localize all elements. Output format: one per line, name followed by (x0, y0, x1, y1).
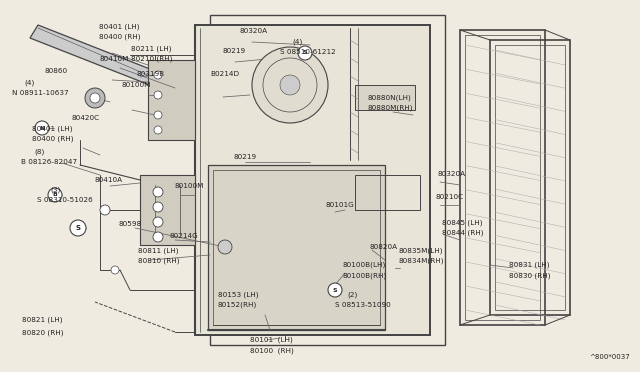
Polygon shape (195, 25, 430, 335)
Text: 80834M(RH): 80834M(RH) (398, 258, 444, 264)
Text: B0214D: B0214D (210, 71, 239, 77)
Polygon shape (30, 25, 183, 95)
Text: 80100M: 80100M (174, 183, 204, 189)
Text: 80835M(LH): 80835M(LH) (398, 248, 443, 254)
Text: 80410A: 80410A (95, 177, 123, 183)
Text: 80880N(LH): 80880N(LH) (368, 94, 412, 101)
Text: 80319B: 80319B (136, 71, 164, 77)
Text: (4): (4) (24, 80, 35, 86)
Circle shape (298, 46, 312, 60)
Text: B: B (52, 192, 58, 198)
Circle shape (35, 121, 49, 135)
Text: S 08310-51026: S 08310-51026 (37, 197, 93, 203)
Circle shape (153, 187, 163, 197)
Text: 80811 (LH): 80811 (LH) (138, 247, 178, 254)
Circle shape (154, 91, 162, 99)
Text: 80860: 80860 (45, 68, 68, 74)
Text: 80101G: 80101G (325, 202, 354, 208)
Text: 80845 (LH): 80845 (LH) (442, 219, 482, 226)
Circle shape (252, 47, 328, 123)
Text: 80598: 80598 (118, 221, 141, 227)
Polygon shape (208, 165, 385, 330)
Text: (2): (2) (348, 292, 358, 298)
Text: S 08510-61212: S 08510-61212 (280, 49, 335, 55)
Circle shape (100, 205, 110, 215)
Circle shape (111, 266, 119, 274)
Text: 80410M: 80410M (99, 56, 129, 62)
Text: 80100M: 80100M (122, 82, 151, 88)
Polygon shape (140, 175, 195, 245)
Text: B 08126-82047: B 08126-82047 (21, 159, 77, 165)
Text: 80210 (RH): 80210 (RH) (131, 55, 173, 62)
Text: 80219: 80219 (223, 48, 246, 54)
Text: 80844 (RH): 80844 (RH) (442, 229, 483, 236)
Circle shape (153, 202, 163, 212)
Text: 80831 (LH): 80831 (LH) (509, 262, 549, 269)
Circle shape (280, 75, 300, 95)
Text: 80401 (LH): 80401 (LH) (32, 125, 72, 132)
Circle shape (153, 232, 163, 242)
Text: S: S (333, 288, 337, 292)
Text: 80820 (RH): 80820 (RH) (22, 330, 64, 336)
Circle shape (218, 240, 232, 254)
Text: 80100B(RH): 80100B(RH) (342, 272, 387, 279)
Text: 80401 (LH): 80401 (LH) (99, 24, 140, 31)
Circle shape (85, 88, 105, 108)
Polygon shape (148, 60, 195, 140)
Text: (8): (8) (34, 148, 44, 155)
Text: 80214G: 80214G (170, 233, 198, 239)
Text: 80219: 80219 (234, 154, 257, 160)
Text: ^800*0037: ^800*0037 (589, 354, 630, 360)
Text: N: N (39, 125, 45, 131)
Text: 80830 (RH): 80830 (RH) (509, 272, 550, 279)
Circle shape (328, 283, 342, 297)
Text: 80821 (LH): 80821 (LH) (22, 317, 63, 323)
Polygon shape (355, 85, 415, 110)
Text: 80100  (RH): 80100 (RH) (250, 347, 293, 354)
Text: S: S (303, 51, 307, 55)
Circle shape (154, 111, 162, 119)
Text: 80820A: 80820A (370, 244, 398, 250)
Text: 80101  (LH): 80101 (LH) (250, 336, 292, 343)
Text: 80880M(RH): 80880M(RH) (368, 105, 413, 111)
Text: 80320A: 80320A (240, 28, 268, 34)
Text: 80320A: 80320A (437, 171, 465, 177)
Circle shape (154, 126, 162, 134)
Text: 80100B(LH): 80100B(LH) (342, 262, 386, 269)
Text: S: S (76, 225, 81, 231)
Circle shape (153, 217, 163, 227)
Text: 80420C: 80420C (72, 115, 100, 121)
Text: (3): (3) (50, 186, 60, 193)
Text: 80400 (RH): 80400 (RH) (99, 34, 141, 41)
Text: N 08911-10637: N 08911-10637 (12, 90, 68, 96)
Text: 80400 (RH): 80400 (RH) (32, 135, 74, 142)
Text: 80153 (LH): 80153 (LH) (218, 292, 258, 298)
Circle shape (70, 220, 86, 236)
Circle shape (154, 71, 162, 79)
Text: 80810 (RH): 80810 (RH) (138, 257, 179, 264)
Text: S 08513-51090: S 08513-51090 (335, 302, 390, 308)
Circle shape (90, 93, 100, 103)
Text: 80211 (LH): 80211 (LH) (131, 45, 172, 52)
Circle shape (48, 188, 62, 202)
Text: 80210C: 80210C (435, 194, 463, 200)
Text: 80152(RH): 80152(RH) (218, 302, 257, 308)
Text: (4): (4) (292, 39, 303, 45)
